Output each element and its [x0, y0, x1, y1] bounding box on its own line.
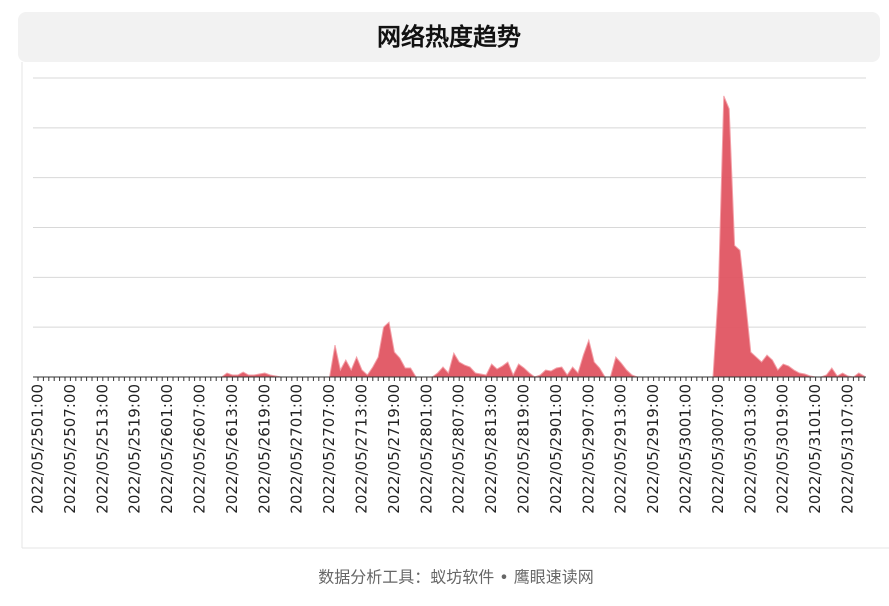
x-tick-label: 2022/05/3007:00 [709, 384, 727, 514]
x-tick-label: 2022/05/2819:00 [515, 384, 533, 514]
x-tick-label: 2022/05/2613:00 [223, 384, 241, 514]
x-tick-label: 2022/05/3013:00 [741, 384, 759, 514]
chart-title: 网络热度趋势 [377, 23, 521, 51]
x-tick-label: 2022/05/2907:00 [579, 384, 597, 514]
x-tick-label: 2022/05/2607:00 [191, 384, 209, 514]
x-tick-label: 2022/05/2813:00 [482, 384, 500, 514]
x-tick-label: 2022/05/2519:00 [126, 384, 144, 514]
x-tick-label: 2022/05/2701:00 [288, 384, 306, 514]
x-tick-label: 2022/05/3101:00 [806, 384, 824, 514]
x-tick-label: 2022/05/2719:00 [385, 384, 403, 514]
x-tick-label: 2022/05/3107:00 [839, 384, 857, 514]
x-tick-label: 2022/05/2707:00 [320, 384, 338, 514]
footer: 数据分析工具：蚁坊软件 • 鹰眼速读网 [318, 568, 594, 587]
x-tick-label: 2022/05/2919:00 [644, 384, 662, 514]
x-tick-label: 2022/05/2619:00 [255, 384, 273, 514]
x-tick-label: 2022/05/2913:00 [612, 384, 630, 514]
x-tick-label: 2022/05/3019:00 [774, 384, 792, 514]
x-tick-label: 2022/05/2807:00 [450, 384, 468, 514]
x-tick-label: 2022/05/2513:00 [93, 384, 111, 514]
x-tick-label: 2022/05/2507:00 [61, 384, 79, 514]
title-bar [18, 12, 880, 62]
x-tick-label: 2022/05/2713:00 [353, 384, 371, 514]
x-tick-label: 2022/05/2901:00 [547, 384, 565, 514]
area [38, 95, 865, 378]
x-tick-label: 2022/05/2501:00 [29, 384, 47, 514]
x-tick-label: 2022/05/2601:00 [158, 384, 176, 514]
x-tick-label: 2022/05/3001:00 [677, 384, 695, 514]
x-tick-label: 2022/05/2801:00 [417, 384, 435, 514]
